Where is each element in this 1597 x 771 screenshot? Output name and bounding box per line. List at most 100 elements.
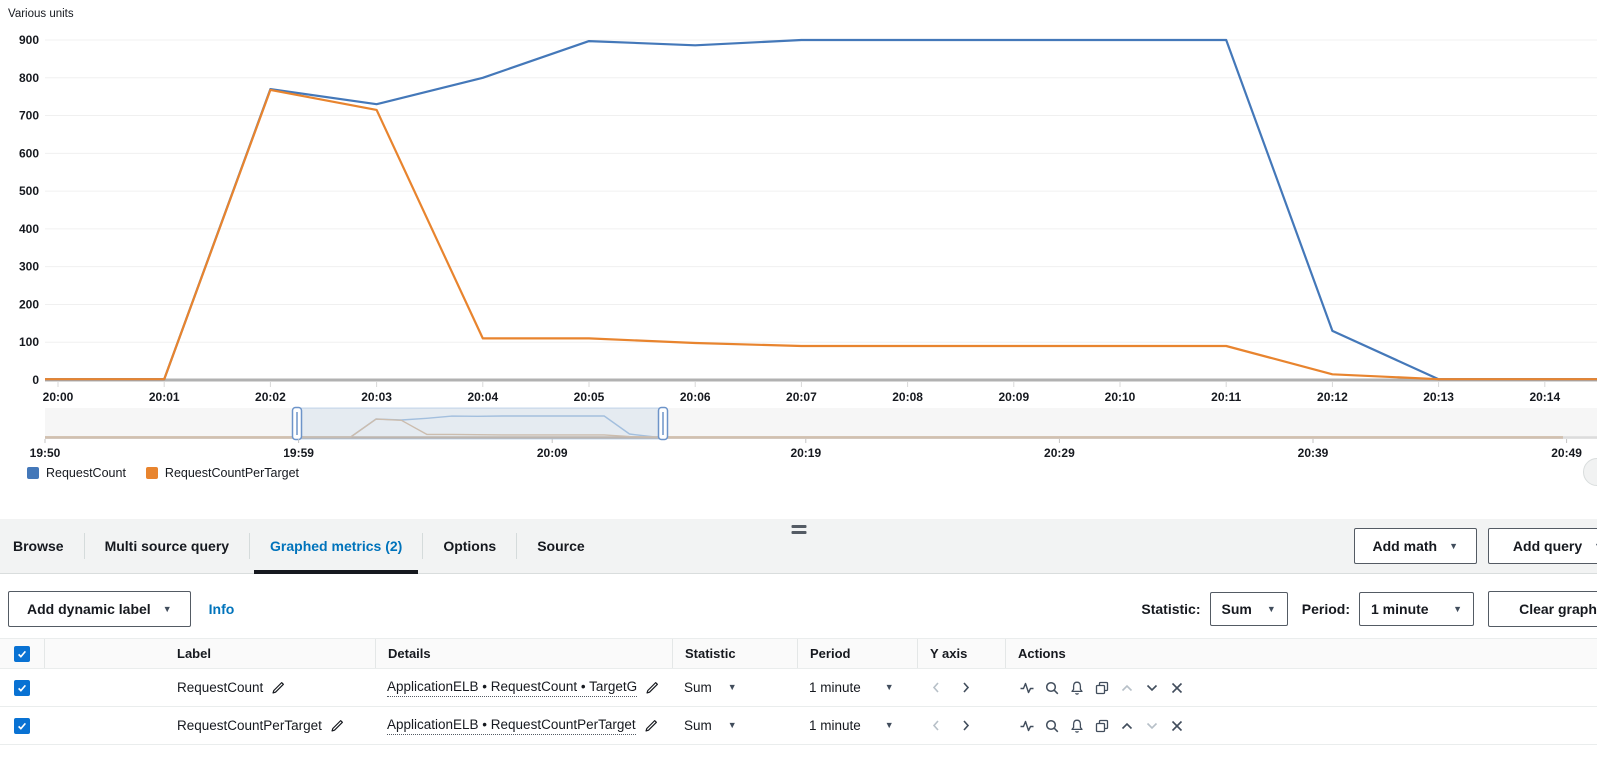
statistic-dropdown[interactable]: Sum ▼ bbox=[684, 680, 737, 695]
edit-details-pencil-icon[interactable] bbox=[644, 718, 659, 733]
column-header-details: Details bbox=[375, 639, 672, 668]
search-icon[interactable] bbox=[1044, 680, 1060, 696]
x-tick-label: 20:07 bbox=[786, 390, 817, 404]
x-tick-label: 20:02 bbox=[255, 390, 286, 404]
tab-multi-source-query[interactable]: Multi source query bbox=[83, 533, 249, 559]
add-dynamic-label-button[interactable]: Add dynamic label ▼ bbox=[8, 591, 191, 627]
timeline-tick-label: 20:49 bbox=[1551, 446, 1582, 460]
clear-graph-button[interactable]: Clear graph bbox=[1488, 591, 1597, 627]
yaxis-right-icon[interactable] bbox=[958, 680, 973, 695]
y-tick-label: 600 bbox=[19, 146, 39, 160]
move-up-icon[interactable] bbox=[1119, 718, 1135, 734]
chart-area: 900 800 700 600 500 400 300 200 100 0 20:00 20:01 20… bbox=[0, 0, 1597, 486]
tab-browse[interactable]: Browse bbox=[13, 538, 64, 554]
remove-metric-icon[interactable] bbox=[1169, 718, 1185, 734]
color-column-header bbox=[44, 639, 165, 668]
panel-resize-handle[interactable] bbox=[791, 525, 806, 534]
metric-line-chart-canvas[interactable]: 900 800 700 600 500 400 300 200 100 0 20:00 20:01 20… bbox=[0, 0, 1597, 460]
legend-label: RequestCount bbox=[46, 466, 126, 480]
metric-details[interactable]: ApplicationELB • RequestCount • TargetG bbox=[387, 679, 638, 697]
period-select[interactable]: 1 minute ▼ bbox=[1359, 592, 1474, 626]
statistic-label: Statistic: bbox=[1141, 601, 1201, 617]
chevron-down-icon: ▼ bbox=[1453, 603, 1462, 614]
legend-swatch-orange bbox=[145, 467, 158, 479]
search-icon[interactable] bbox=[1044, 718, 1060, 734]
column-header-actions: Actions bbox=[1005, 639, 1597, 668]
timeline-tick-label: 19:59 bbox=[283, 446, 314, 460]
select-all-checkbox[interactable] bbox=[14, 645, 30, 662]
graph-metric-pulse-icon[interactable] bbox=[1019, 718, 1035, 734]
edit-details-pencil-icon[interactable] bbox=[645, 680, 660, 695]
x-tick-label: 20:01 bbox=[149, 390, 180, 404]
period-label: Period: bbox=[1301, 601, 1350, 617]
period-dropdown[interactable]: 1 minute ▼ bbox=[809, 718, 894, 733]
statistic-select[interactable]: Sum ▼ bbox=[1209, 592, 1288, 626]
add-query-button[interactable]: Add query ▼ bbox=[1488, 528, 1597, 564]
x-tick-label: 20:00 bbox=[43, 390, 74, 404]
tab-graphed-metrics[interactable]: Graphed metrics (2) bbox=[249, 533, 422, 574]
y-tick-label: 400 bbox=[19, 222, 39, 236]
metric-label: RequestCountPerTarget bbox=[177, 718, 322, 733]
column-header-label: Label bbox=[177, 646, 211, 661]
alarm-bell-icon[interactable] bbox=[1069, 718, 1085, 734]
row-checkbox[interactable] bbox=[14, 679, 30, 696]
x-tick-label: 20:08 bbox=[892, 390, 923, 404]
x-tick-label: 20:13 bbox=[1423, 390, 1454, 404]
edit-label-pencil-icon[interactable] bbox=[271, 680, 286, 695]
x-tick-label: 20:04 bbox=[467, 390, 498, 404]
chevron-down-icon: ▼ bbox=[1594, 541, 1597, 551]
add-math-button[interactable]: Add math ▼ bbox=[1353, 528, 1477, 564]
chevron-down-icon: ▼ bbox=[884, 720, 894, 730]
info-link[interactable]: Info bbox=[208, 601, 235, 617]
timeline-selection-window[interactable] bbox=[296, 407, 664, 440]
scroll-right-button[interactable] bbox=[1583, 458, 1597, 486]
chevron-down-icon: ▼ bbox=[727, 720, 737, 730]
tab-options[interactable]: Options bbox=[422, 533, 516, 559]
metric-label: RequestCount bbox=[177, 680, 264, 695]
x-tick-label: 20:05 bbox=[574, 390, 605, 404]
y-tick-label: 700 bbox=[19, 109, 39, 123]
metrics-panel: Browse Multi source query Graphed metric… bbox=[0, 519, 1597, 771]
chevron-down-icon: ▼ bbox=[1266, 603, 1276, 614]
y-tick-label: 900 bbox=[19, 33, 39, 47]
y-tick-label: 100 bbox=[19, 335, 39, 349]
yaxis-left-icon bbox=[929, 680, 944, 695]
move-down-icon[interactable] bbox=[1144, 680, 1160, 696]
chart-legend: RequestCount RequestCountPerTarget bbox=[27, 466, 299, 480]
duplicate-icon[interactable] bbox=[1094, 718, 1110, 734]
timeline-band[interactable] bbox=[45, 408, 1597, 439]
period-dropdown[interactable]: 1 minute ▼ bbox=[809, 680, 894, 695]
chevron-down-icon: ▼ bbox=[162, 603, 172, 614]
graph-metric-pulse-icon[interactable] bbox=[1019, 680, 1035, 696]
alarm-bell-icon[interactable] bbox=[1069, 680, 1085, 696]
x-tick-label: 20:11 bbox=[1211, 390, 1241, 404]
graphed-metrics-table: Label Details Statistic Period Y axis Ac… bbox=[0, 638, 1597, 745]
timeline-tick-label: 20:29 bbox=[1044, 446, 1075, 460]
chevron-down-icon: ▼ bbox=[884, 682, 894, 692]
edit-label-pencil-icon[interactable] bbox=[330, 718, 345, 733]
column-header-period: Period bbox=[797, 639, 917, 668]
metric-details[interactable]: ApplicationELB • RequestCountPerTarget bbox=[387, 717, 636, 735]
statistic-dropdown[interactable]: Sum ▼ bbox=[684, 718, 737, 733]
column-header-yaxis: Y axis bbox=[917, 639, 1005, 668]
yaxis-right-icon[interactable] bbox=[958, 718, 973, 733]
remove-metric-icon[interactable] bbox=[1169, 680, 1185, 696]
tab-source[interactable]: Source bbox=[516, 533, 604, 559]
chevron-down-icon: ▼ bbox=[727, 682, 737, 692]
move-down-icon bbox=[1144, 718, 1160, 734]
x-tick-label: 20:12 bbox=[1317, 390, 1348, 404]
move-up-icon bbox=[1119, 680, 1135, 696]
legend-item-requestcountpertarget[interactable]: RequestCountPerTarget bbox=[145, 466, 299, 480]
chevron-down-icon: ▼ bbox=[1449, 540, 1458, 551]
tabs-bar: Browse Multi source query Graphed metric… bbox=[0, 519, 1597, 574]
row-checkbox[interactable] bbox=[14, 717, 30, 734]
timeline-tick-label: 20:39 bbox=[1298, 446, 1329, 460]
y-tick-label: 0 bbox=[32, 373, 39, 387]
duplicate-icon[interactable] bbox=[1094, 680, 1110, 696]
y-tick-label: 300 bbox=[19, 260, 39, 274]
table-header-row: Label Details Statistic Period Y axis Ac… bbox=[0, 638, 1597, 669]
legend-item-requestcount[interactable]: RequestCount bbox=[27, 466, 126, 480]
yaxis-left-icon bbox=[929, 718, 944, 733]
statistic-period-controls: Statistic: Sum ▼ Period: 1 minute ▼ Clea… bbox=[1141, 591, 1597, 627]
table-row: RequestCountPerTarget ApplicationELB • R… bbox=[0, 707, 1597, 745]
